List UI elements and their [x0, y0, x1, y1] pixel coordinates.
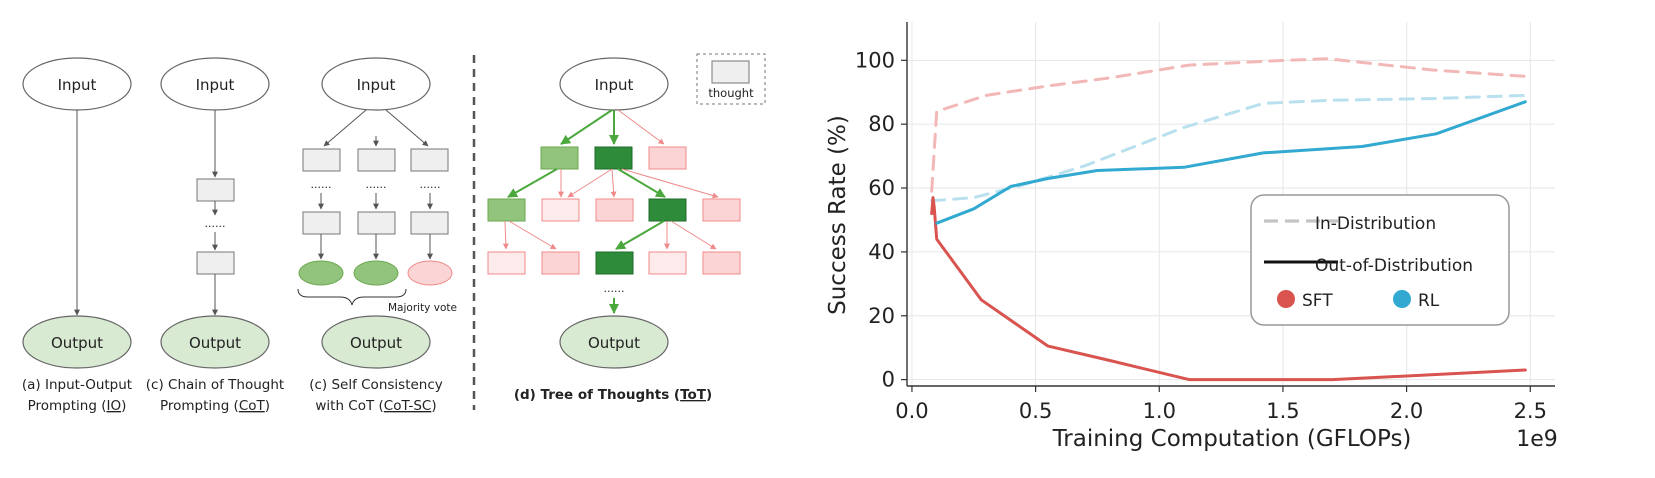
- tot-output-label: Output: [588, 334, 640, 352]
- legend-frame: [1250, 194, 1510, 326]
- majority-brace: [297, 288, 407, 306]
- y-ticks: 0 20 40 60 80 100: [855, 48, 907, 392]
- x-tick-label: 0.5: [1019, 399, 1052, 423]
- cot-output-label: Output: [189, 334, 241, 352]
- legend: In-Distribution Out-of-Distribution SFT …: [1250, 194, 1510, 326]
- x-axis-label: Training Computation (GFLOPs): [1052, 426, 1412, 452]
- tot-node-l1-a: [540, 146, 579, 170]
- io-output-node: [22, 315, 132, 369]
- io-input-label: Input: [58, 76, 97, 94]
- cot-caption-line1: (c) Chain of Thought: [146, 377, 284, 393]
- legend-rl-marker: [1393, 290, 1411, 308]
- tot-dots: ......: [604, 282, 625, 295]
- x-tick-label: 2.0: [1390, 399, 1423, 423]
- tot-edge: [621, 168, 719, 199]
- tot-node-l2-c: [595, 198, 634, 222]
- tot-edge: [617, 109, 665, 145]
- cot-input-label: Input: [196, 76, 235, 94]
- tot-caption: (d) Tree of Thoughts (ToT): [514, 387, 712, 403]
- y-tick-label: 0: [882, 368, 895, 392]
- cotsc-caption-line2: with CoT (CoT-SC): [315, 398, 436, 414]
- prompting-methods-diagram: Input Output (a) Input-Output Prompting …: [22, 53, 766, 414]
- rl-out-of-distribution-line: [935, 100, 1527, 225]
- thought-legend-box: [696, 53, 766, 105]
- rl-in-distribution-line: [930, 93, 1527, 203]
- tot-output-node: [559, 315, 669, 369]
- tot-edge: [567, 168, 613, 198]
- x-ticks: 0.0 0.5 1.0 1.5 2.0 2.5: [895, 386, 1547, 423]
- tot-node-l3-c: [595, 251, 634, 275]
- tot-edge: [610, 168, 617, 198]
- tot-node-l2-b: [541, 198, 580, 222]
- tot-panel: thought Input ......: [487, 53, 766, 403]
- y-tick-label: 80: [868, 112, 895, 136]
- tot-edge: [615, 220, 665, 250]
- cot-panel: Input ...... Output (c) Chain of Thought…: [146, 57, 284, 414]
- tot-edge: [507, 168, 558, 198]
- cotsc-caption-line1: (c) Self Consistency: [309, 377, 443, 393]
- cot-caption-line2: Prompting (CoT): [160, 398, 270, 414]
- x-tick-label: 0.0: [895, 399, 928, 423]
- io-output-label: Output: [51, 334, 103, 352]
- x-tick-label: 2.5: [1514, 399, 1547, 423]
- tot-edge: [670, 220, 717, 250]
- sft-in-distribution-line: [930, 57, 1527, 193]
- cotsc-output-label: Output: [350, 334, 402, 352]
- x-tick-label: 1.5: [1266, 399, 1299, 423]
- legend-out-of-distribution: Out-of-Distribution: [1315, 256, 1473, 276]
- tot-edge: [508, 220, 557, 250]
- tot-node-l1-b: [594, 146, 633, 170]
- cotsc-answer-l: [298, 260, 344, 286]
- tot-node-l3-e: [702, 251, 741, 275]
- tot-input-label: Input: [595, 76, 634, 94]
- cotsc-output-node: [321, 315, 431, 369]
- cotsc-input-node: [321, 57, 431, 111]
- cotsc-thought-m1: [357, 148, 396, 172]
- y-tick-label: 40: [868, 240, 895, 264]
- cotsc-thought-r1: [410, 148, 449, 172]
- x-tick-label: 1.0: [1143, 399, 1176, 423]
- axes: [906, 22, 1555, 387]
- cotsc-thought-l1: [302, 148, 341, 172]
- y-axis-label: Success Rate (%): [825, 115, 851, 315]
- cotsc-input-label: Input: [357, 76, 396, 94]
- x-offset-label: 1e9: [1516, 427, 1558, 452]
- tot-edge: [617, 168, 666, 198]
- y-tick-label: 60: [868, 176, 895, 200]
- y-tick-label: 20: [868, 304, 895, 328]
- io-caption-line1: (a) Input-Output: [22, 377, 132, 393]
- tot-edge: [560, 109, 613, 145]
- io-panel: Input Output (a) Input-Output Prompting …: [22, 57, 132, 414]
- legend-in-distribution: In-Distribution: [1315, 214, 1436, 234]
- tot-edge: [502, 220, 509, 250]
- legend-sft-marker: [1277, 290, 1295, 308]
- cotsc-dots-m: ......: [366, 178, 387, 191]
- cot-sc-panel: Input ...... ...... ...... Majority vote…: [297, 57, 457, 414]
- tot-node-l2-e: [702, 198, 741, 222]
- thought-legend-swatch: [711, 60, 750, 84]
- cotsc-arrow-r: [385, 109, 429, 147]
- tot-node-l3-a: [487, 251, 526, 275]
- cotsc-dots-r: ......: [420, 178, 441, 191]
- legend-rl: RL: [1418, 291, 1440, 311]
- cotsc-answer-r: [407, 260, 453, 286]
- sft-out-of-distribution-line: [930, 196, 1527, 382]
- y-tick-label: 100: [855, 48, 895, 72]
- legend-sft: SFT: [1302, 291, 1333, 311]
- cot-output-node: [160, 315, 270, 369]
- io-caption-line2: Prompting (IO): [28, 398, 127, 414]
- majority-vote-label: Majority vote: [388, 302, 457, 314]
- tot-node-l3-d: [648, 251, 687, 275]
- cot-dots: ......: [205, 217, 226, 230]
- cotsc-dots-l: ......: [311, 178, 332, 191]
- cotsc-answer-m: [353, 260, 399, 286]
- tot-node-l2-a: [487, 198, 526, 222]
- series-lines: [930, 57, 1527, 382]
- tot-node-l1-c: [648, 146, 687, 170]
- cotsc-arrow-l: [323, 109, 367, 147]
- thought-legend-label: thought: [708, 86, 754, 100]
- tot-node-l3-b: [541, 251, 580, 275]
